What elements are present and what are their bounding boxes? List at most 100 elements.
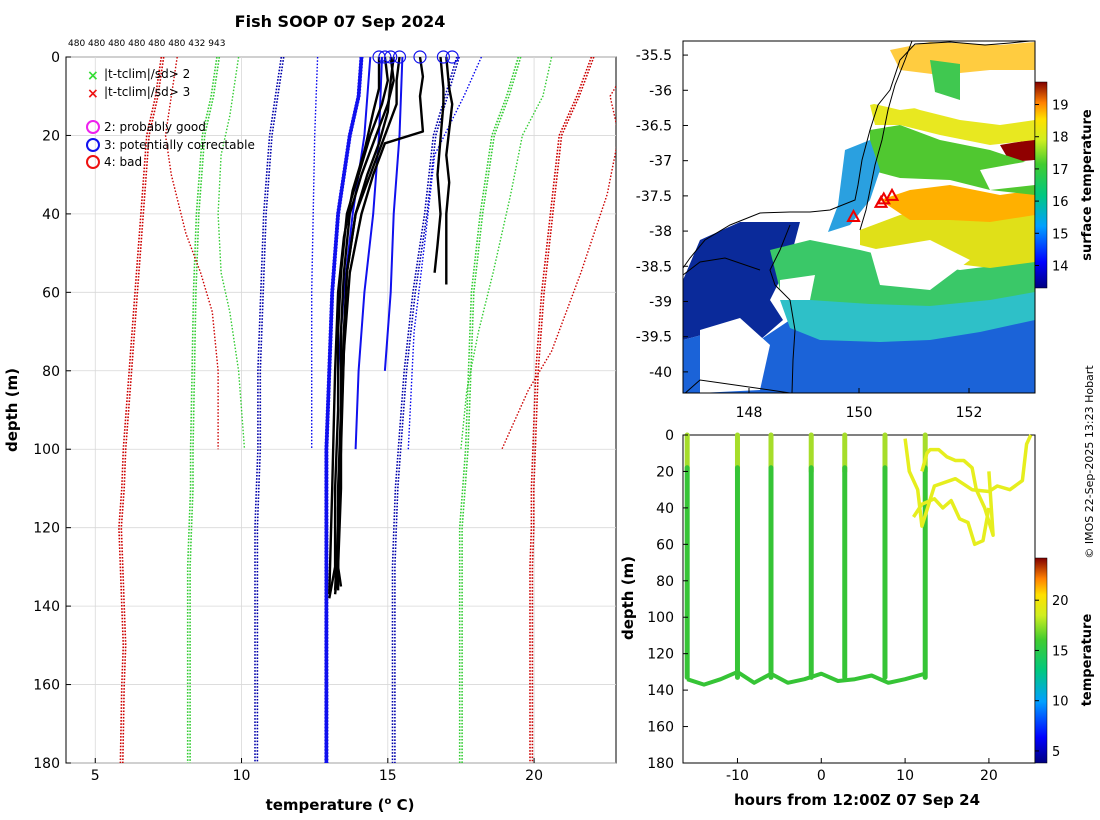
- map-tick-label-y: -36: [649, 83, 672, 99]
- profile-top-labels: 480 480 480 480 480 480 432 943: [68, 39, 225, 49]
- flag-circle: [413, 50, 427, 64]
- bottom-track: [686, 669, 926, 687]
- ts-tick-label-y: 100: [647, 610, 674, 626]
- map-tick-label-y: -37: [649, 154, 672, 170]
- flag-circle: [445, 50, 459, 64]
- ts-cbar-tick-label: 20: [1052, 594, 1069, 609]
- blue-profile: [354, 57, 383, 450]
- ts-cbar-tick-label: 10: [1052, 695, 1069, 710]
- flag-circles: [372, 50, 459, 64]
- map-tick-label-y: -39: [649, 294, 672, 310]
- svg-text:2: probably good: 2: probably good: [104, 120, 206, 134]
- timeseries-colorbar: 5 10 15 20: [1034, 557, 1069, 764]
- ts-cbar-tick-label: 5: [1052, 745, 1060, 760]
- timeseries-ylabel: depth (m): [619, 556, 637, 640]
- map-cbar-tick-label: 15: [1052, 227, 1069, 242]
- clim-3sd-low: [118, 57, 163, 763]
- ship-marker: [846, 208, 861, 222]
- ts-tick-label-x: -10: [726, 768, 749, 784]
- legend-item-probably-good: 2: probably good: [86, 120, 206, 134]
- ts-tick-label-y: 80: [656, 574, 674, 590]
- map-tick-label-y: -38.5: [636, 259, 672, 275]
- svg-text:3: potentially correctable: 3: potentially correctable: [104, 138, 255, 152]
- map-colorbar: 14 15 16 17 18 19: [1034, 81, 1069, 289]
- map-tick-label-x: 150: [846, 405, 873, 421]
- clim-3sd-low: [120, 57, 165, 763]
- tick-label-x: 10: [233, 768, 251, 784]
- credit-label: © IMOS 22-Sep-2025 13:23 Hobart: [1083, 365, 1096, 559]
- map-markers: [846, 187, 900, 222]
- map-cbar-tick-label: 17: [1052, 163, 1069, 178]
- tick-label-y: 20: [42, 128, 60, 144]
- timeseries-colorbar-label: temperature: [1080, 614, 1095, 707]
- map-cbar-tick-label: 18: [1052, 131, 1069, 146]
- map-cbar-tick-label: 19: [1052, 99, 1069, 114]
- tick-label-y: 140: [33, 599, 60, 615]
- map-tick-label-x: 152: [956, 405, 983, 421]
- map-tick-label-y: -36.5: [636, 118, 672, 134]
- clim-1sd-low: [256, 57, 285, 763]
- flag-circle: [384, 50, 398, 64]
- profile-xlabel: temperature (o C): [266, 796, 415, 814]
- ts-tick-label-y: 20: [656, 464, 674, 480]
- cast-line: [433, 57, 445, 273]
- clim-2sd-high: [458, 57, 520, 763]
- surface-tow-line: [912, 497, 991, 547]
- blue-profile: [383, 57, 404, 371]
- short-2sd-high: [460, 57, 553, 450]
- clim-1sd-high: [391, 57, 458, 763]
- ts-tick-label-y: 0: [665, 428, 674, 444]
- map-cbar-tick-label: 14: [1052, 259, 1069, 274]
- tick-label-y: 120: [33, 521, 60, 537]
- profile-ticks: 5 10 15 20 0 20 40 60 80 100 120 140 160 180: [33, 50, 543, 784]
- svg-text:4: bad: 4: bad: [104, 155, 142, 169]
- blue-profiles: [324, 57, 404, 763]
- short-2sd-low: [217, 57, 246, 450]
- map-tick-label-y: -39.5: [636, 330, 672, 346]
- svg-text:×: ×: [87, 86, 99, 102]
- legend-item-2sd: × |t-tclim|/sd> 2: [87, 67, 190, 84]
- tick-label-x: 15: [379, 768, 397, 784]
- timeseries-xlabel: hours from 12:00Z 07 Sep 24: [734, 791, 980, 809]
- map-tick-label-y: -37.5: [636, 189, 672, 205]
- profile-panel: 480 480 480 480 480 480 432 943 5 10 15 20 0…: [3, 39, 617, 814]
- svg-text:|t-tclim|/sd> 2: |t-tclim|/sd> 2: [104, 67, 190, 81]
- flag-circle: [436, 50, 450, 64]
- ts-tick-label-y: 40: [656, 501, 674, 517]
- tick-label-y: 180: [33, 756, 60, 772]
- flag-circle: [392, 50, 407, 64]
- clim-2sd-high: [461, 57, 522, 763]
- cast-line: [445, 57, 454, 285]
- profile-legend: × |t-tclim|/sd> 2 × |t-tclim|/sd> 3 2: p…: [86, 67, 255, 169]
- clim-1sd-high: [394, 57, 460, 763]
- short-3sd-low: [164, 57, 219, 450]
- cast-line: [336, 57, 395, 591]
- ts-tick-label-y: 140: [647, 683, 674, 699]
- figure-title: Fish SOOP 07 Sep 2024: [235, 12, 446, 31]
- clim-3sd-high: [531, 57, 595, 763]
- map-panel: 148 150 152 -35.5 -36 -36.5 -37 -37.5 -38 -38.5 -3…: [636, 40, 1095, 421]
- ts-tick-label-x: 0: [817, 768, 826, 784]
- timeseries-panel: -10 0 10 20 0 20 40 60 80 100 120 140 160 180 depth (…: [619, 428, 1095, 809]
- flag-circle: [378, 50, 392, 64]
- surface-tow-line: [920, 447, 995, 537]
- ts-cbar-tick-label: 15: [1052, 644, 1069, 659]
- surface-tow-line: [903, 434, 1033, 528]
- legend-item-bad: 4: bad: [86, 155, 142, 169]
- timeseries-ticks: -10 0 10 20 0 20 40 60 80 100 120 140 160 180: [647, 428, 998, 784]
- ts-tick-label-x: 10: [896, 768, 914, 784]
- clim-2sd-low: [189, 57, 221, 763]
- map-ticks: 148 150 152 -35.5 -36 -36.5 -37 -37.5 -38 -38.5 -3…: [636, 48, 983, 421]
- tick-label-x: 5: [91, 768, 100, 784]
- clim-2sd-low: [186, 57, 218, 763]
- map-tick-label-y: -40: [649, 365, 672, 381]
- mean-profile: [324, 57, 364, 763]
- tick-label-y: 100: [33, 442, 60, 458]
- tick-label-y: 40: [42, 207, 60, 223]
- map-tick-label-y: -38: [649, 224, 672, 240]
- svg-text:×: ×: [87, 68, 99, 84]
- map-colorbar-label: surface temperature: [1080, 109, 1095, 261]
- map-tick-label-x: 148: [736, 405, 763, 421]
- clim-3sd-high: [529, 57, 593, 763]
